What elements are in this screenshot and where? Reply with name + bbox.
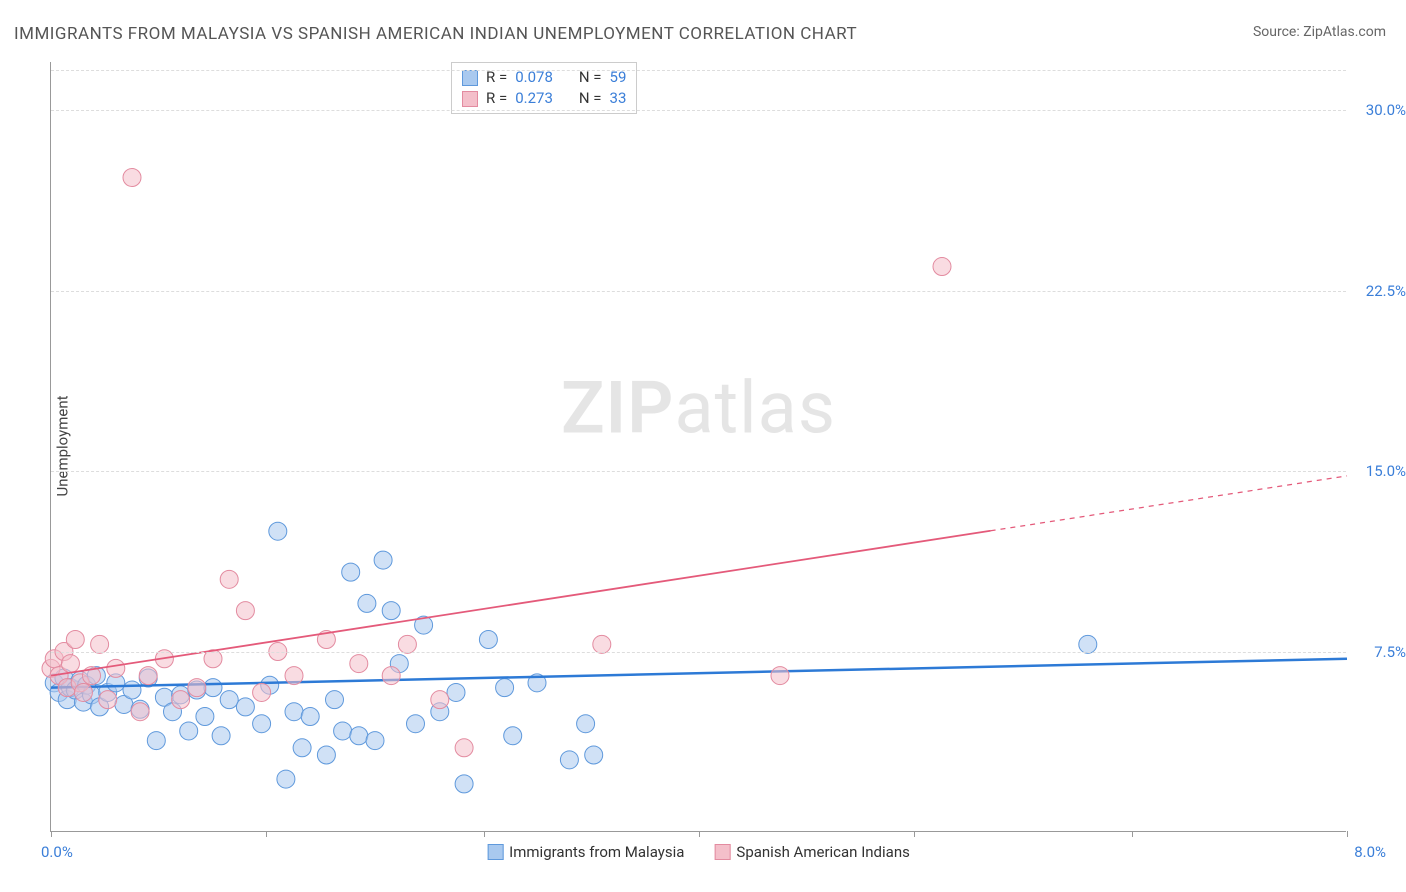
trend-line-dashed xyxy=(991,476,1347,531)
x-tick xyxy=(51,831,52,837)
y-tick-label: 30.0% xyxy=(1366,101,1406,119)
scatter-point xyxy=(196,708,214,726)
scatter-point xyxy=(504,727,522,745)
scatter-point xyxy=(285,703,303,721)
source-label: Source: xyxy=(1253,24,1300,40)
scatter-point xyxy=(374,551,392,569)
scatter-point xyxy=(293,739,311,757)
scatter-point xyxy=(123,681,141,699)
scatter-point xyxy=(771,667,789,685)
legend-swatch xyxy=(487,844,503,860)
x-tick xyxy=(484,831,485,837)
scatter-point xyxy=(326,691,344,709)
x-axis-right-label: 8.0% xyxy=(1354,843,1386,861)
scatter-point xyxy=(253,715,271,733)
scatter-point xyxy=(180,722,198,740)
plot-area: ZIPatlas R =0.078N =59R =0.273N =33 Immi… xyxy=(50,62,1346,832)
scatter-point xyxy=(455,775,473,793)
x-tick xyxy=(1132,831,1133,837)
scatter-point xyxy=(66,631,84,649)
trend-line xyxy=(51,659,1347,688)
gridline xyxy=(51,110,1346,111)
scatter-point xyxy=(560,751,578,769)
scatter-point xyxy=(585,746,603,764)
scatter-point xyxy=(301,708,319,726)
scatter-point xyxy=(431,691,449,709)
legend-swatch xyxy=(462,91,478,107)
gridline xyxy=(51,291,1346,292)
scatter-point xyxy=(74,683,92,701)
y-tick-label: 7.5% xyxy=(1374,643,1406,661)
scatter-point xyxy=(99,691,117,709)
scatter-point xyxy=(358,594,376,612)
scatter-point xyxy=(382,667,400,685)
legend-item: Spanish American Indians xyxy=(714,843,909,861)
plot-svg xyxy=(51,62,1346,831)
x-tick xyxy=(699,831,700,837)
scatter-point xyxy=(350,727,368,745)
legend-swatch xyxy=(462,70,478,86)
correlation-row: R = 0.273 N = 33 xyxy=(462,88,626,109)
scatter-point xyxy=(204,679,222,697)
corr-r-value: 0.273 xyxy=(515,88,553,109)
scatter-point xyxy=(350,655,368,673)
scatter-point xyxy=(188,679,206,697)
scatter-point xyxy=(317,746,335,764)
legend-label: Spanish American Indians xyxy=(736,843,909,861)
scatter-point xyxy=(382,602,400,620)
scatter-point xyxy=(933,258,951,276)
gridline xyxy=(51,471,1346,472)
scatter-point xyxy=(220,570,238,588)
x-tick xyxy=(914,831,915,837)
corr-r-label: R = xyxy=(486,88,507,109)
source-value: ZipAtlas.com xyxy=(1303,24,1386,40)
x-axis-left-label: 0.0% xyxy=(41,843,73,861)
scatter-point xyxy=(277,770,295,788)
scatter-point xyxy=(342,563,360,581)
legend-label: Immigrants from Malaysia xyxy=(509,843,684,861)
scatter-point xyxy=(236,698,254,716)
scatter-point xyxy=(447,683,465,701)
scatter-point xyxy=(577,715,595,733)
scatter-point xyxy=(496,679,514,697)
bottom-legend: Immigrants from Malaysia Spanish American… xyxy=(487,843,910,861)
trend-line xyxy=(51,531,991,676)
gridline xyxy=(51,652,1346,653)
gridline xyxy=(51,70,1346,71)
scatter-point xyxy=(61,655,79,673)
scatter-point xyxy=(172,691,190,709)
scatter-point xyxy=(479,631,497,649)
scatter-point xyxy=(123,169,141,187)
legend-item: Immigrants from Malaysia xyxy=(487,843,684,861)
scatter-point xyxy=(285,667,303,685)
x-tick xyxy=(1347,831,1348,837)
scatter-point xyxy=(236,602,254,620)
scatter-point xyxy=(107,659,125,677)
scatter-point xyxy=(212,727,230,745)
source-attribution: Source: ZipAtlas.com xyxy=(1253,24,1386,40)
scatter-point xyxy=(334,722,352,740)
scatter-point xyxy=(131,703,149,721)
scatter-point xyxy=(147,732,165,750)
scatter-point xyxy=(220,691,238,709)
scatter-point xyxy=(366,732,384,750)
x-tick xyxy=(266,831,267,837)
legend-swatch xyxy=(714,844,730,860)
chart-title: IMMIGRANTS FROM MALAYSIA VS SPANISH AMER… xyxy=(14,24,857,44)
chart-container: IMMIGRANTS FROM MALAYSIA VS SPANISH AMER… xyxy=(0,0,1406,892)
scatter-point xyxy=(455,739,473,757)
y-tick-label: 22.5% xyxy=(1366,282,1406,300)
scatter-point xyxy=(253,683,271,701)
scatter-point xyxy=(139,667,157,685)
scatter-point xyxy=(407,715,425,733)
scatter-point xyxy=(269,522,287,540)
corr-n-value: 33 xyxy=(610,88,627,109)
y-tick-label: 15.0% xyxy=(1366,462,1406,480)
corr-n-label: N = xyxy=(579,88,602,109)
